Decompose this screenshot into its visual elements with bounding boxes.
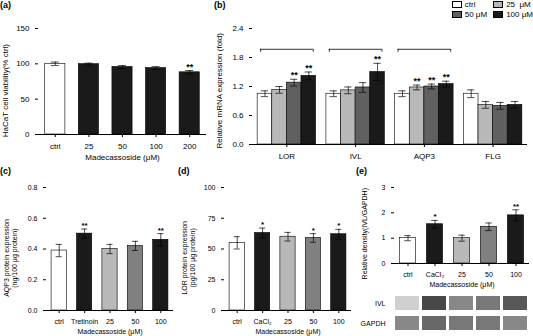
svg-text:**: ** bbox=[374, 54, 382, 64]
svg-text:0.0: 0.0 bbox=[232, 140, 244, 149]
svg-text:50: 50 bbox=[310, 318, 318, 325]
svg-text:Madecassoside (μM): Madecassoside (μM) bbox=[255, 328, 320, 336]
svg-text:100: 100 bbox=[204, 184, 216, 191]
svg-text:CaCl₂: CaCl₂ bbox=[253, 318, 272, 325]
svg-text:50: 50 bbox=[485, 271, 493, 278]
svg-text:75: 75 bbox=[208, 214, 216, 221]
svg-text:GAPDH: GAPDH bbox=[361, 320, 386, 327]
svg-text:**: ** bbox=[443, 72, 451, 82]
svg-text:ctrl: ctrl bbox=[50, 142, 61, 151]
html-text:ctrl: ctrl bbox=[464, 0, 476, 9]
svg-text:50: 50 bbox=[132, 318, 140, 325]
html-text:(e): (e) bbox=[356, 166, 367, 176]
svg-text:25: 25 bbox=[284, 318, 292, 325]
svg-text:25: 25 bbox=[208, 276, 216, 283]
svg-text:**: ** bbox=[291, 70, 299, 80]
svg-text:**: ** bbox=[414, 76, 422, 86]
svg-text:0.0: 0.0 bbox=[28, 307, 38, 314]
html-text:(c): (c) bbox=[0, 166, 11, 176]
svg-text:**: ** bbox=[158, 226, 165, 235]
html-text:Relative density(IVL/GAPDH): Relative density(IVL/GAPDH) bbox=[361, 188, 369, 280]
svg-text:Madecassoside (μM): Madecassoside (μM) bbox=[85, 153, 160, 162]
svg-text:*: * bbox=[261, 220, 265, 229]
svg-text:*: * bbox=[312, 226, 316, 235]
html-text:AQP3 protein expression (ng/10: AQP3 protein expression (ng/100 μg prote… bbox=[3, 218, 18, 297]
html-text:Relative mRNA expression (fold: Relative mRNA expression (fold) bbox=[214, 33, 224, 149]
svg-text:0: 0 bbox=[212, 307, 216, 314]
svg-text:0.4: 0.4 bbox=[28, 245, 38, 252]
svg-text:100: 100 bbox=[510, 271, 522, 278]
svg-text:3: 3 bbox=[382, 184, 386, 191]
svg-text:**: ** bbox=[186, 62, 194, 72]
html-text:50 μM: 50 μM bbox=[464, 10, 488, 19]
svg-text:100: 100 bbox=[16, 59, 30, 68]
svg-text:100: 100 bbox=[155, 318, 167, 325]
svg-text:200: 200 bbox=[183, 142, 197, 151]
svg-text:ctrl: ctrl bbox=[403, 271, 413, 278]
svg-text:0.6: 0.6 bbox=[232, 111, 244, 120]
svg-text:50: 50 bbox=[21, 95, 30, 104]
svg-text:1.8: 1.8 bbox=[232, 53, 244, 62]
svg-text:Tretinoin: Tretinoin bbox=[71, 318, 98, 325]
svg-text:**: ** bbox=[428, 75, 436, 85]
svg-text:100: 100 bbox=[149, 142, 163, 151]
svg-text:1: 1 bbox=[382, 234, 386, 241]
svg-text:150: 150 bbox=[16, 24, 30, 33]
svg-text:ctrl: ctrl bbox=[55, 318, 65, 325]
svg-text:LOR: LOR bbox=[279, 152, 296, 161]
svg-text:0: 0 bbox=[25, 130, 30, 139]
svg-text:1.2: 1.2 bbox=[232, 82, 244, 91]
svg-text:25: 25 bbox=[84, 142, 93, 151]
svg-text:50: 50 bbox=[208, 245, 216, 252]
svg-text:*: * bbox=[433, 212, 437, 221]
svg-text:Madecassoside (μM): Madecassoside (μM) bbox=[77, 328, 142, 336]
svg-text:*: * bbox=[337, 221, 341, 230]
svg-text:IVL: IVL bbox=[350, 152, 363, 161]
svg-text:FLG: FLG bbox=[485, 152, 501, 161]
html-text:HaCaT cell viability(% ctrl): HaCaT cell viability(% ctrl) bbox=[0, 44, 10, 138]
svg-text:AQP3: AQP3 bbox=[414, 152, 436, 161]
html-text:(a): (a) bbox=[0, 0, 11, 10]
svg-text:0.8: 0.8 bbox=[28, 184, 38, 191]
html-text:LOR protein expression (pg/100: LOR protein expression (pg/100 μg protei… bbox=[181, 220, 196, 295]
svg-text:ctrl: ctrl bbox=[233, 318, 243, 325]
svg-text:0: 0 bbox=[382, 260, 386, 267]
svg-text:2: 2 bbox=[382, 209, 386, 216]
svg-text:Madecassoside (μM): Madecassoside (μM) bbox=[429, 281, 494, 289]
svg-text:0.2: 0.2 bbox=[28, 276, 38, 283]
html-text:100 μM: 100 μM bbox=[506, 10, 533, 19]
svg-text:**: ** bbox=[81, 221, 88, 230]
svg-text:**: ** bbox=[513, 202, 520, 211]
svg-text:IVL: IVL bbox=[375, 300, 386, 307]
html-text:(b): (b) bbox=[214, 0, 226, 10]
svg-text:50: 50 bbox=[118, 142, 127, 151]
html-text:25 μM: 25 μM bbox=[506, 0, 531, 9]
svg-text:CaCl₂: CaCl₂ bbox=[426, 271, 445, 278]
svg-text:100: 100 bbox=[333, 318, 345, 325]
svg-text:0.6: 0.6 bbox=[28, 214, 38, 221]
html-text:(d): (d) bbox=[178, 166, 190, 176]
svg-text:25: 25 bbox=[458, 271, 466, 278]
svg-text:**: ** bbox=[305, 63, 313, 73]
svg-text:25: 25 bbox=[106, 318, 114, 325]
svg-text:2.4: 2.4 bbox=[232, 24, 244, 33]
